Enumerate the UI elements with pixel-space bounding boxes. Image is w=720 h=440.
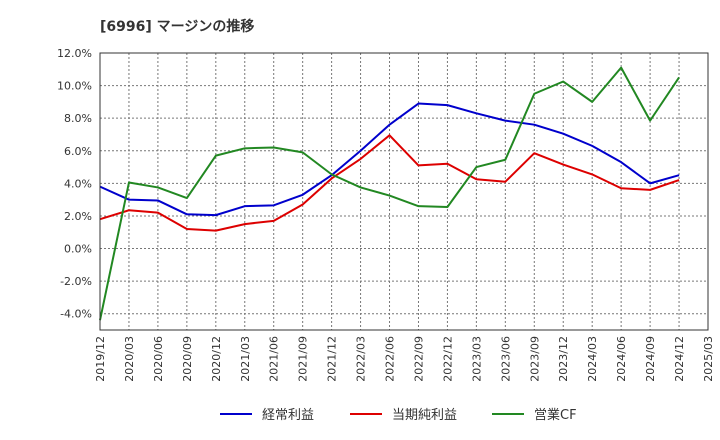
x-axis: 2019/12 2020/03 2020/06 2020/09 2020/12 2021/… bbox=[94, 336, 715, 382]
y-tick-label: 6.0% bbox=[64, 145, 92, 158]
legend: 経常利益 当期純利益 営業CF bbox=[220, 407, 577, 423]
chart-title: [6996] マージンの推移 bbox=[100, 18, 254, 35]
x-tick-label: 2022/09 bbox=[412, 336, 425, 382]
x-tick-label: 2020/06 bbox=[152, 336, 165, 382]
x-tick-label: 2023/03 bbox=[470, 336, 483, 382]
y-axis: 12.0% 10.0% 8.0% 6.0% 4.0% 2.0% 0.0% -2.0% -4.0% bbox=[57, 47, 92, 321]
x-tick-label: 2023/12 bbox=[557, 336, 570, 382]
y-tick-label: 8.0% bbox=[64, 112, 92, 125]
x-tick-label: 2022/06 bbox=[384, 336, 397, 382]
series-line-0 bbox=[99, 102, 680, 217]
y-tick-label: -2.0% bbox=[60, 275, 92, 288]
x-tick-label: 2025/03 bbox=[702, 336, 715, 382]
x-tick-label: 2020/03 bbox=[123, 336, 136, 382]
x-tick-label: 2024/09 bbox=[644, 336, 657, 382]
series-lines bbox=[99, 66, 680, 321]
legend-label: 経常利益 bbox=[262, 408, 314, 423]
x-tick-label: 2021/03 bbox=[239, 336, 252, 382]
x-tick-label: 2020/09 bbox=[181, 336, 194, 382]
series-line-1 bbox=[99, 134, 680, 232]
y-tick-label: 10.0% bbox=[57, 80, 92, 93]
x-tick-label: 2023/09 bbox=[528, 336, 541, 382]
x-tick-label: 2020/12 bbox=[210, 336, 223, 382]
y-tick-label: 12.0% bbox=[57, 47, 92, 60]
y-tick-label: 0.0% bbox=[64, 243, 92, 256]
x-tick-label: 2019/12 bbox=[94, 336, 107, 382]
y-tick-label: -4.0% bbox=[60, 308, 92, 321]
y-tick-label: 2.0% bbox=[64, 210, 92, 223]
x-tick-label: 2021/06 bbox=[268, 336, 281, 382]
x-tick-label: 2021/12 bbox=[326, 336, 339, 382]
x-tick-label: 2024/06 bbox=[615, 336, 628, 382]
legend-label: 当期純利益 bbox=[392, 408, 457, 423]
y-tick-label: 4.0% bbox=[64, 177, 92, 190]
x-tick-label: 2022/12 bbox=[441, 336, 454, 382]
x-tick-label: 2021/09 bbox=[297, 336, 310, 382]
x-tick-label: 2024/12 bbox=[673, 336, 686, 382]
legend-label: 営業CF bbox=[534, 407, 577, 423]
series-line-2 bbox=[99, 66, 680, 321]
grid bbox=[100, 53, 708, 330]
x-tick-label: 2022/03 bbox=[355, 336, 368, 382]
x-tick-label: 2024/03 bbox=[586, 336, 599, 382]
x-tick-label: 2023/06 bbox=[499, 336, 512, 382]
plot-area-frame bbox=[99, 52, 709, 331]
